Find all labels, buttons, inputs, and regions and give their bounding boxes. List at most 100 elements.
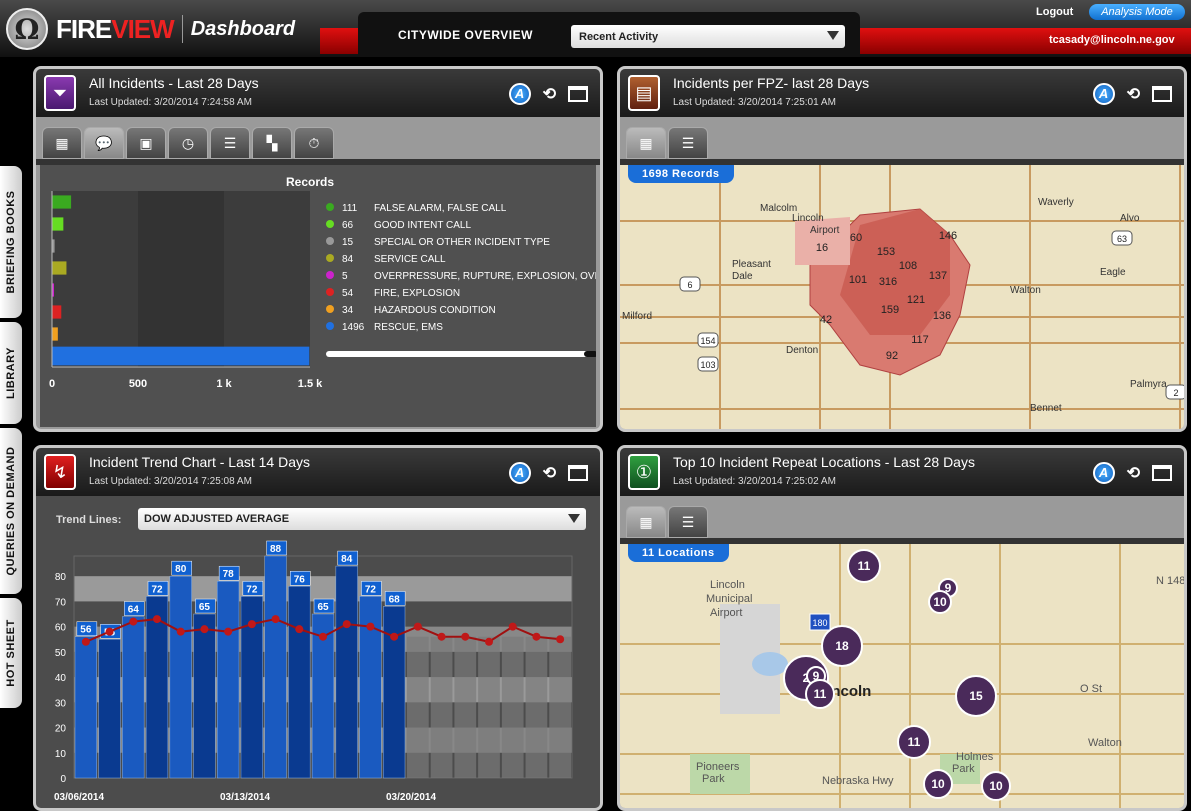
y-tick: 50 <box>55 648 67 659</box>
zone-label: 121 <box>907 294 925 306</box>
bar <box>74 636 97 779</box>
place-label: Lincoln <box>792 213 824 224</box>
analysis-button[interactable]: A <box>508 462 531 484</box>
map-tab[interactable]: ▦ <box>626 127 666 159</box>
cluster-count: 11 <box>814 687 827 701</box>
x-tick-label: 03/06/2014 <box>54 792 104 803</box>
view-tabs: ▦ ☰ <box>626 127 708 159</box>
sidebar-item-hot-sheet[interactable]: HOT SHEET <box>0 598 22 708</box>
plot-band <box>138 191 224 367</box>
zone-icon: ▤ <box>628 75 660 111</box>
activity-select[interactable]: Recent Activity <box>571 25 845 48</box>
fpz-map[interactable]: 60 146 16 153 108 101 316 137 121 42 159 136 117 92 Ma… <box>620 165 1184 429</box>
map-tab[interactable]: ▦ <box>626 506 666 538</box>
bar <box>52 239 55 253</box>
y-tick: 30 <box>55 698 67 709</box>
timer-tab[interactable]: ⏱ <box>294 127 334 159</box>
analysis-mode-button[interactable]: Analysis Mode <box>1089 4 1185 20</box>
place-label: Walton <box>1088 737 1122 749</box>
place-label: Denton <box>786 345 818 356</box>
place-label: Malcolm <box>760 203 797 214</box>
trend-point <box>342 620 351 629</box>
analysis-button[interactable]: A <box>508 83 531 105</box>
bar <box>52 305 62 319</box>
analysis-button[interactable]: A <box>1092 83 1115 105</box>
road-number: 103 <box>700 360 715 370</box>
cluster-marker <box>955 675 997 717</box>
repeat-panel: ① Top 10 Incident Repeat Locations - Las… <box>617 445 1187 811</box>
y-tick: 10 <box>55 749 67 760</box>
legend-label: GOOD INTENT CALL <box>374 220 471 231</box>
place-label: Airport <box>810 225 840 236</box>
map-tab[interactable]: ▦ <box>42 127 82 159</box>
trend-point <box>247 620 256 629</box>
scroll-track <box>326 351 596 357</box>
y-tick: 70 <box>55 597 67 608</box>
bar <box>52 283 54 297</box>
bar <box>217 580 240 779</box>
trend-select[interactable]: DOW ADJUSTED AVERAGE <box>138 508 586 530</box>
bar-label-bg <box>290 571 311 586</box>
trend-point <box>390 632 399 641</box>
legend-label: HAZARDOUS CONDITION <box>374 305 496 316</box>
place-label: Municipal <box>706 593 752 605</box>
incidents-panel: ⏷ All Incidents - Last 28 Days Last Upda… <box>33 66 603 432</box>
sidebar-item-queries[interactable]: QUERIES ON DEMAND <box>0 428 22 594</box>
bar-label: 68 <box>389 594 401 605</box>
place-label: Lincoln <box>710 579 745 591</box>
trend-point <box>200 625 209 634</box>
bar-label-bg <box>384 591 406 606</box>
maximize-icon[interactable] <box>1152 86 1172 102</box>
future-bar <box>407 636 429 778</box>
chevron-down-icon <box>568 514 580 523</box>
grid-tab[interactable]: ▚ <box>252 127 292 159</box>
legend-swatch <box>326 254 334 262</box>
road-number: 154 <box>700 336 715 346</box>
bar-label: 72 <box>246 584 258 595</box>
sidebar-item-briefing-books[interactable]: BRIEFING BOOKS <box>0 166 22 318</box>
refresh-icon[interactable]: ⟲ <box>542 86 556 103</box>
zone-label: 108 <box>899 260 917 272</box>
table-tab[interactable]: ☰ <box>668 506 708 538</box>
refresh-icon[interactable]: ⟲ <box>1126 86 1140 103</box>
maximize-icon[interactable] <box>568 465 588 481</box>
legend-swatch <box>326 322 334 330</box>
bar <box>52 346 310 366</box>
bar-label: 65 <box>317 602 329 613</box>
trend-point <box>437 632 446 641</box>
zone-label: 153 <box>877 246 895 258</box>
refresh-icon[interactable]: ⟲ <box>1126 465 1140 482</box>
analysis-button[interactable]: A <box>1092 462 1115 484</box>
clock-tab[interactable]: ◷ <box>168 127 208 159</box>
repeat-map[interactable]: Lincoln Municipal Airport Lincoln Pioneers Pa… <box>620 544 1184 808</box>
maximize-icon[interactable] <box>1152 465 1172 481</box>
interstate-number: 180 <box>812 618 827 628</box>
place-label: Palmyra <box>1130 379 1167 390</box>
road-shield <box>697 332 719 348</box>
calendar-tab[interactable]: ▣ <box>126 127 166 159</box>
maximize-icon[interactable] <box>568 86 588 102</box>
cluster-count: 10 <box>989 779 1003 793</box>
chart-tab[interactable]: 💬 <box>84 127 124 159</box>
future-bar <box>454 636 477 778</box>
y-tick: 0 <box>60 774 66 785</box>
cluster-marker <box>805 679 835 709</box>
place-label: Pleasant <box>732 259 771 270</box>
bar-label-bg <box>76 621 98 636</box>
legend-value: 1496 <box>342 322 365 333</box>
logout-link[interactable]: Logout <box>1036 6 1074 18</box>
sidebar-item-library[interactable]: LIBRARY <box>0 322 22 424</box>
view-tabs: ▦ ☰ <box>626 506 708 538</box>
table-tab[interactable]: ☰ <box>210 127 250 159</box>
future-bar <box>549 636 571 778</box>
bar-label-bg <box>171 560 192 576</box>
place-label: Alvo <box>1120 213 1140 224</box>
refresh-icon[interactable]: ⟲ <box>542 465 556 482</box>
road-shield <box>697 356 719 372</box>
table-tab[interactable]: ☰ <box>668 127 708 159</box>
sidebar-label: QUERIES ON DEMAND <box>5 446 17 576</box>
sidebar-label: LIBRARY <box>5 347 17 399</box>
bar <box>288 586 311 779</box>
bar-label-bg <box>195 598 216 614</box>
trend-point <box>295 625 304 634</box>
